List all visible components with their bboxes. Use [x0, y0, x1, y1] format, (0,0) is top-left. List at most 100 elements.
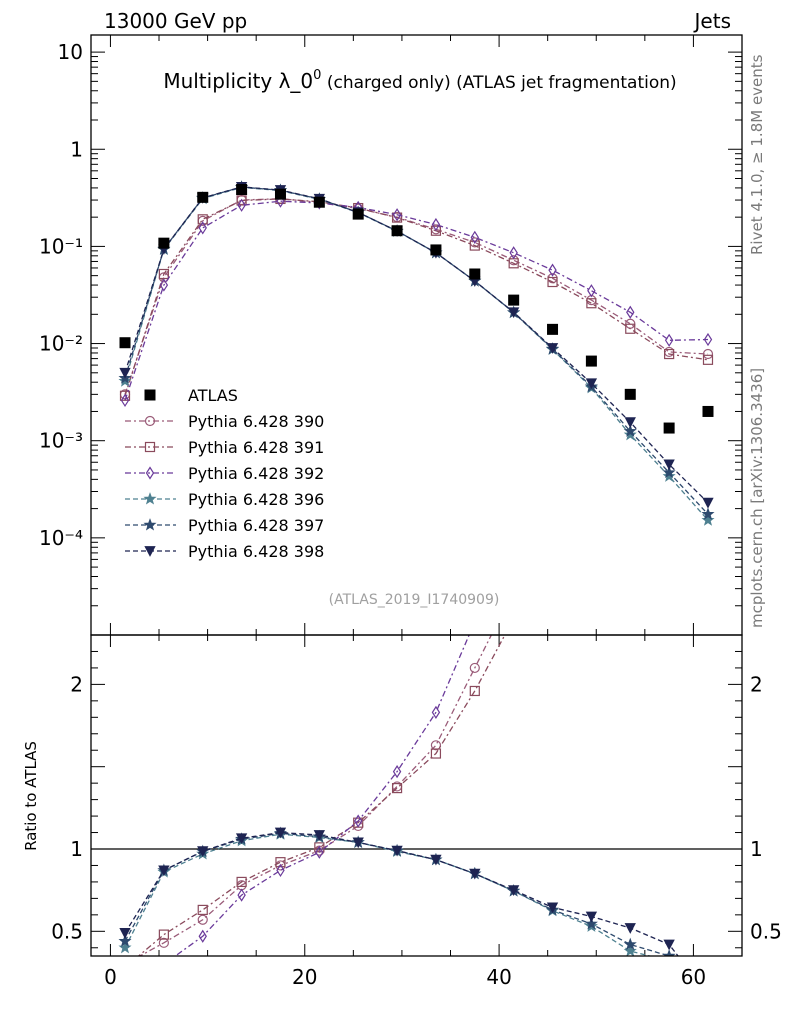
series-point	[702, 348, 714, 360]
beam-label: 13000 GeV pp	[104, 9, 247, 33]
ratio-tick-label-right: 1	[750, 837, 763, 861]
ratio-series-point	[626, 235, 635, 244]
series-point	[623, 427, 637, 441]
series-point	[626, 305, 635, 319]
series-point	[469, 240, 480, 251]
series-line	[124, 186, 709, 504]
legend-marker	[144, 441, 156, 453]
ratio-series-point	[702, 993, 713, 1004]
ratio-tick-label: 2	[70, 672, 83, 696]
series-point	[585, 378, 598, 390]
data-point	[547, 323, 559, 335]
series-point	[703, 332, 713, 347]
analysis-id: (ATLAS_2019_I1740909)	[329, 592, 500, 608]
x-tick-label: 20	[292, 965, 317, 989]
ratio-series-point	[663, 939, 675, 951]
y-tick-label: 10⁻¹	[39, 234, 83, 258]
series-point	[119, 367, 131, 379]
ratio-series-line	[124, 833, 653, 956]
ratio-series-point	[471, 616, 478, 627]
ratio-series-point	[121, 963, 130, 972]
data-point	[391, 225, 403, 237]
series-point	[662, 465, 676, 479]
rivet-label: Rivet 4.1.0, ≥ 1.8M events	[748, 54, 766, 255]
ratio-series-point	[548, 499, 557, 508]
ratio-series-point	[510, 498, 517, 509]
ratio-series-point	[665, 5, 674, 14]
series-point	[662, 469, 676, 482]
ratio-series-point	[198, 929, 207, 943]
ratio-tick-label: 0.5	[51, 919, 83, 943]
series-point	[623, 424, 637, 437]
series-point	[702, 354, 714, 365]
ratio-series-point	[274, 827, 287, 839]
series-line	[124, 198, 709, 395]
main-axis-ticks: 10 1 10⁻¹ 10⁻² 10⁻³ 10⁻⁴	[39, 35, 742, 636]
series-point	[197, 214, 208, 225]
ratio-plot-area	[118, 5, 713, 1004]
legend-marker-atlas	[144, 389, 156, 401]
ratio-series-point	[275, 857, 286, 868]
ratio-frame	[90, 634, 743, 957]
ratio-series-line	[174, 635, 470, 956]
legend-label-atlas: ATLAS	[188, 386, 238, 405]
ratio-series-point	[704, 103, 711, 114]
ratio-series-point	[392, 765, 402, 779]
series-point	[470, 230, 480, 244]
process-label: Jets	[693, 9, 731, 33]
y-tick-label: 1	[70, 137, 83, 161]
ratio-series-point	[546, 902, 559, 914]
series-point	[663, 459, 675, 471]
ratio-tick-label: 1	[70, 837, 83, 861]
y-tick-label: 10	[58, 40, 83, 64]
ratio-series-point	[626, 137, 635, 146]
ratio-tick-label-right: 2	[750, 672, 763, 696]
legend-label: Pythia 6.428 396	[188, 490, 324, 509]
legend-marker	[144, 546, 156, 557]
ratio-series-point	[197, 914, 208, 925]
ratio-series-point	[430, 748, 442, 759]
data-point	[702, 405, 714, 417]
ratio-series-point	[587, 318, 596, 327]
series-point	[625, 323, 636, 334]
data-point	[469, 268, 481, 280]
data-point	[663, 422, 675, 434]
series-point	[624, 417, 636, 429]
data-point	[274, 188, 286, 200]
y-tick-label: 10⁻²	[39, 332, 83, 356]
series-point	[236, 195, 247, 206]
ratio-series-line	[137, 635, 506, 956]
series-point	[548, 263, 557, 277]
series-point	[237, 198, 246, 212]
series-point	[198, 221, 207, 235]
ratio-series-point	[313, 830, 325, 841]
ratio-series-point	[158, 865, 170, 877]
ratio-series-point	[352, 837, 364, 849]
series-line	[124, 198, 709, 396]
ratio-series-point	[121, 960, 130, 969]
ratio-series-point	[703, 449, 712, 458]
ratio-series-point	[703, 367, 712, 376]
title-superscript: 0	[313, 68, 321, 83]
legend-marker	[143, 492, 157, 505]
series-point	[430, 225, 442, 236]
ratio-series-point	[158, 929, 169, 940]
series-point	[586, 298, 597, 309]
main-plot-area	[118, 180, 715, 526]
ratio-series-point	[624, 923, 636, 934]
legend-label: Pythia 6.428 398	[188, 542, 324, 561]
legend-label: Pythia 6.428 397	[188, 516, 324, 535]
legend-label: Pythia 6.428 392	[188, 464, 324, 483]
data-point	[352, 208, 364, 220]
ratio-series-point	[276, 863, 285, 878]
data-point	[313, 196, 325, 208]
ratio-series-point	[509, 586, 518, 595]
ratio-series-point	[665, 54, 674, 63]
series-point	[664, 348, 675, 360]
ratio-axis-ticks: 0 20 40 60 0.5 0.5 1 1 2 2	[51, 635, 782, 989]
ratio-ylabel: Ratio to ATLAS	[22, 741, 40, 851]
mcplots-label: mcplots.cern.ch [arXiv:1306.3436]	[748, 368, 766, 628]
ratio-series-point	[584, 917, 598, 930]
ratio-series-point	[158, 937, 169, 948]
ratio-series-point	[236, 876, 247, 888]
